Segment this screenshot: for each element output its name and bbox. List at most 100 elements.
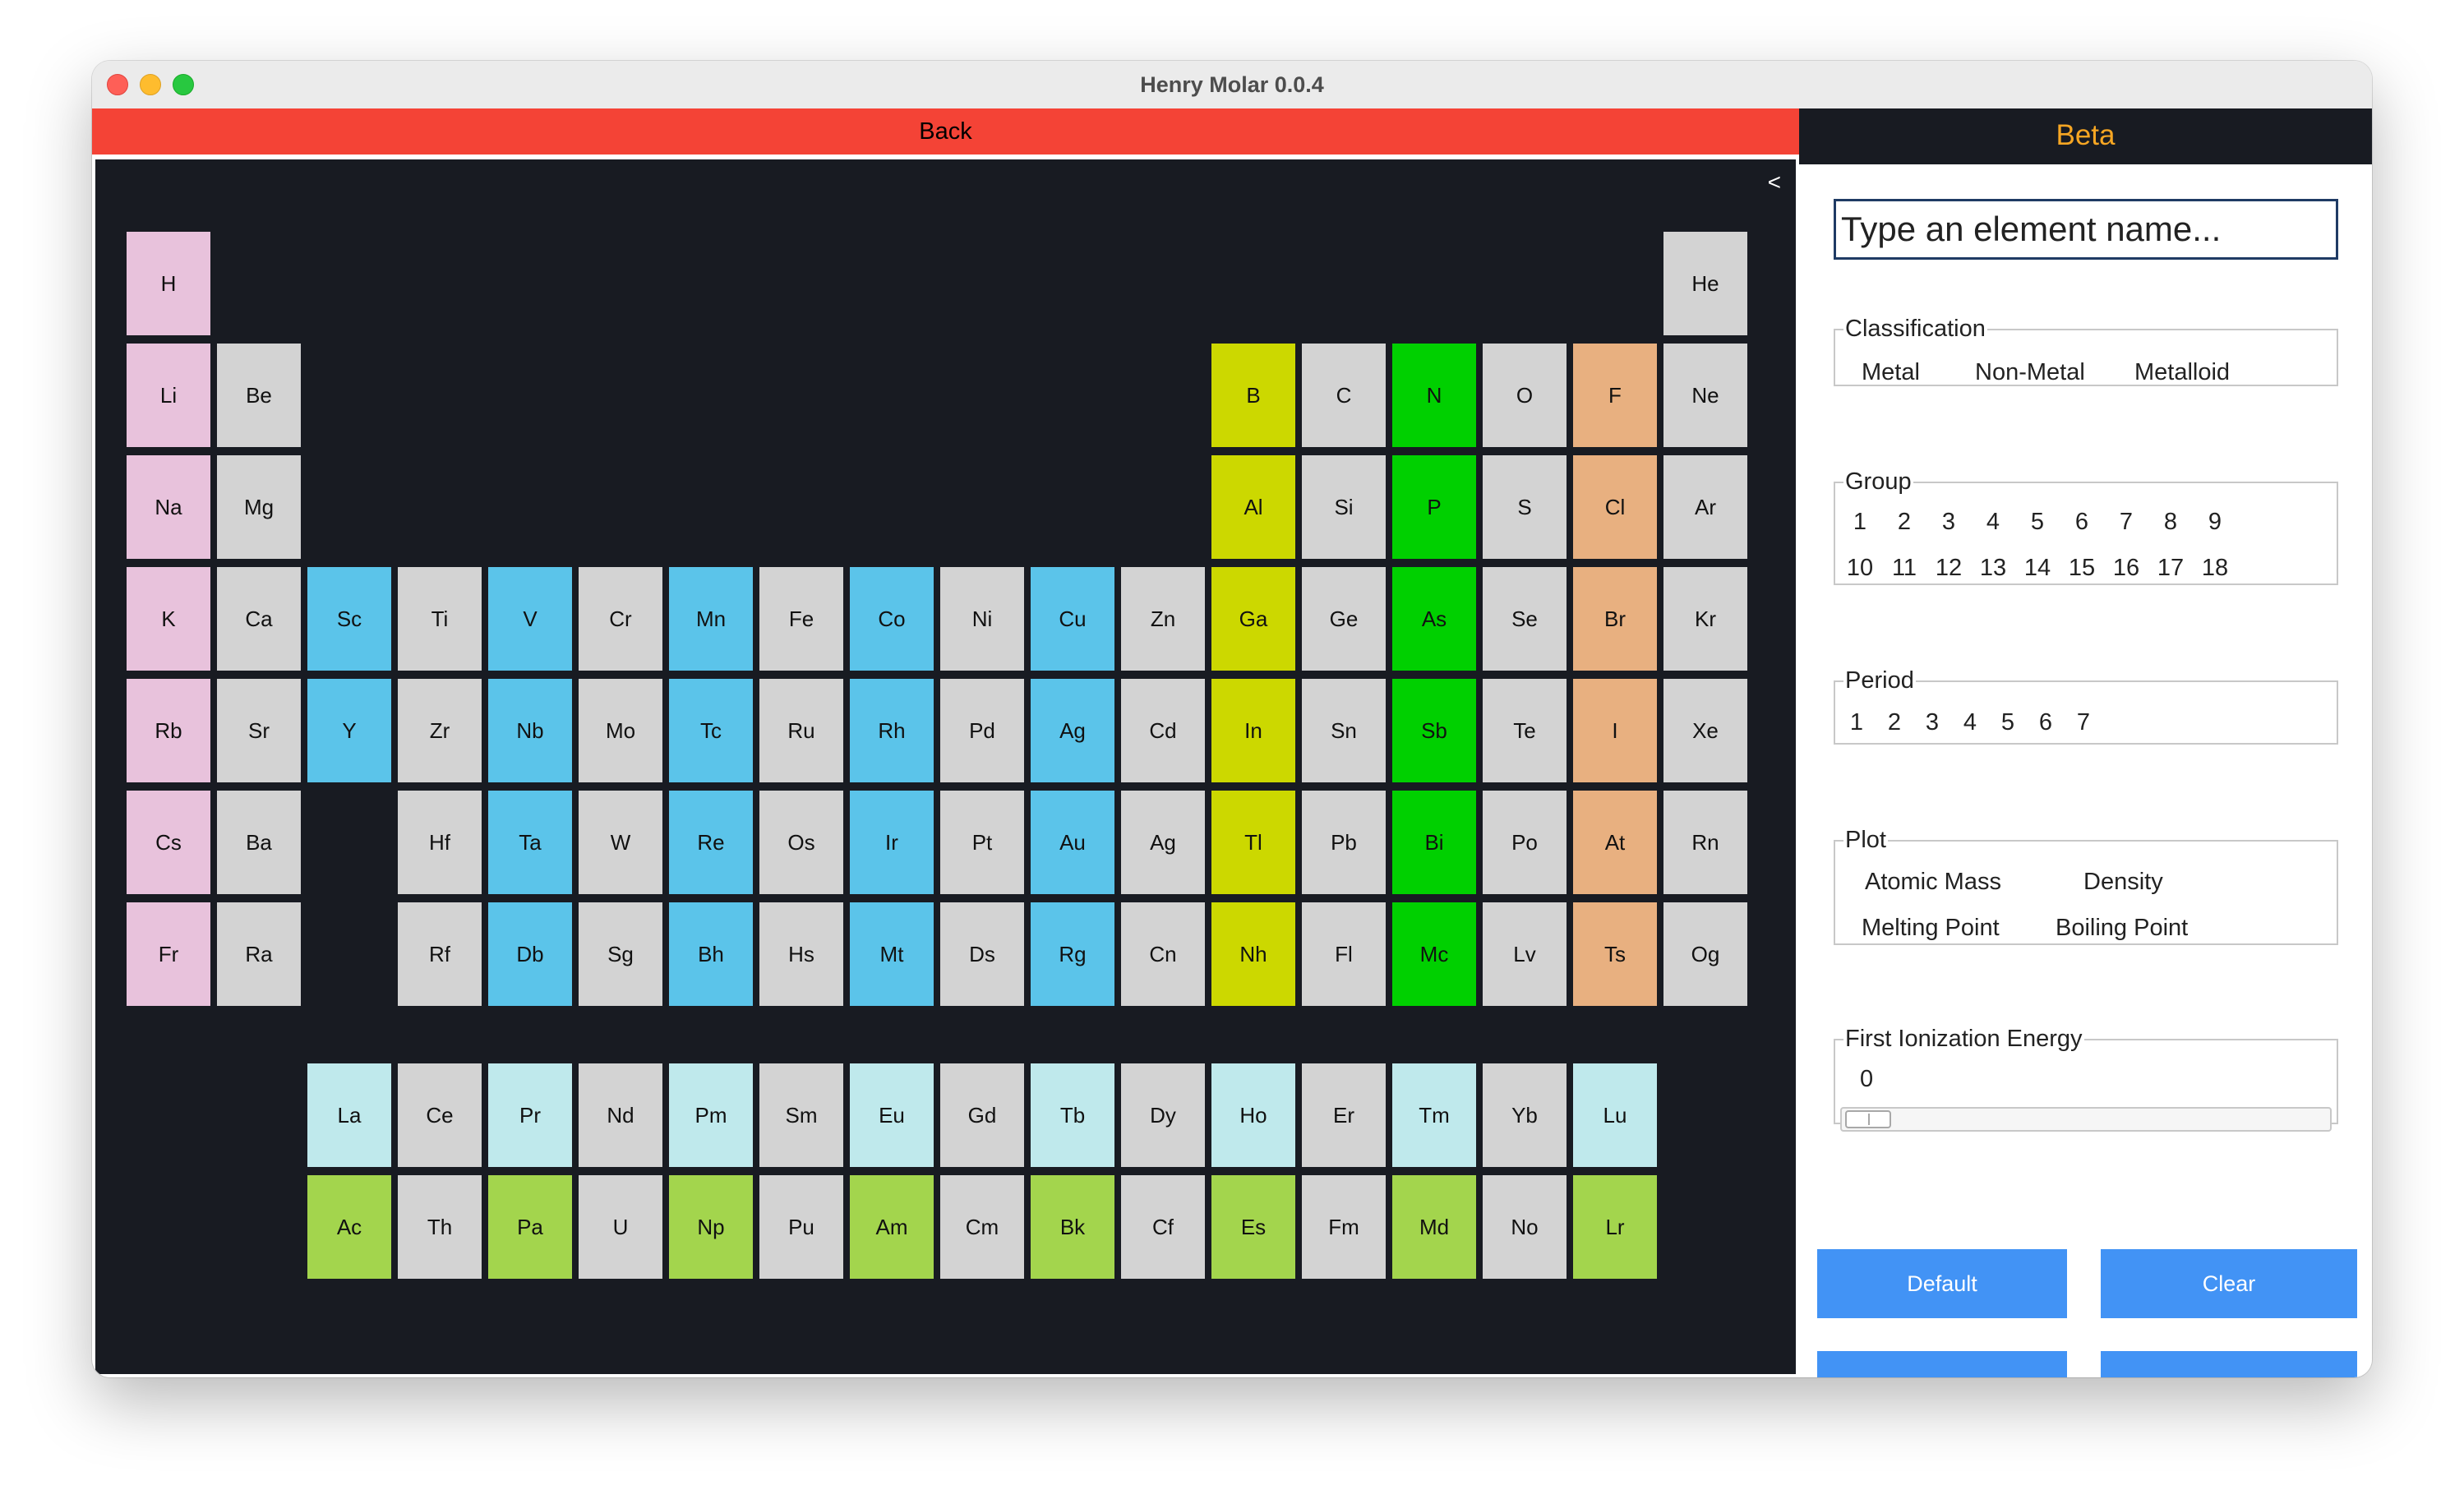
element-tile-pt[interactable]: Pt: [940, 791, 1024, 894]
element-tile-ds[interactable]: Ds: [940, 902, 1024, 1006]
element-tile-gd[interactable]: Gd: [940, 1063, 1024, 1167]
clear-button[interactable]: Clear: [2101, 1249, 2357, 1318]
element-tile-cf[interactable]: Cf: [1121, 1175, 1205, 1279]
element-tile-tm[interactable]: Tm: [1392, 1063, 1476, 1167]
save-button[interactable]: Save: [1817, 1351, 2067, 1377]
collapse-panel-button[interactable]: <: [1767, 169, 1781, 195]
plot-boiling-point-option[interactable]: Boiling Point: [2056, 915, 2189, 941]
element-tile-md[interactable]: Md: [1392, 1175, 1476, 1279]
element-tile-nh[interactable]: Nh: [1211, 902, 1295, 1006]
element-tile-b[interactable]: B: [1211, 344, 1295, 447]
element-tile-ag[interactable]: Ag: [1121, 791, 1205, 894]
element-tile-nd[interactable]: Nd: [579, 1063, 662, 1167]
element-tile-bi[interactable]: Bi: [1392, 791, 1476, 894]
group-10-option[interactable]: 10: [1846, 555, 1874, 581]
element-tile-si[interactable]: Si: [1302, 455, 1386, 559]
element-tile-pr[interactable]: Pr: [488, 1063, 572, 1167]
element-tile-ta[interactable]: Ta: [488, 791, 572, 894]
element-tile-dy[interactable]: Dy: [1121, 1063, 1205, 1167]
element-tile-am[interactable]: Am: [850, 1175, 934, 1279]
element-tile-la[interactable]: La: [307, 1063, 391, 1167]
element-tile-th[interactable]: Th: [398, 1175, 482, 1279]
period-4-option[interactable]: 4: [1963, 709, 1977, 736]
period-5-option[interactable]: 5: [2000, 709, 2015, 736]
plot-atomic-mass-option[interactable]: Atomic Mass: [1865, 869, 2001, 895]
classification-metalloid-option[interactable]: Metalloid: [2134, 359, 2231, 385]
ionization-slider[interactable]: [1840, 1107, 2332, 1132]
element-search-input[interactable]: [1834, 199, 2338, 260]
element-tile-s[interactable]: S: [1483, 455, 1567, 559]
element-tile-cd[interactable]: Cd: [1121, 679, 1205, 782]
element-tile-bh[interactable]: Bh: [669, 902, 753, 1006]
element-tile-fe[interactable]: Fe: [759, 567, 843, 671]
element-tile-in[interactable]: In: [1211, 679, 1295, 782]
element-tile-c[interactable]: C: [1302, 344, 1386, 447]
element-tile-cn[interactable]: Cn: [1121, 902, 1205, 1006]
close-window-button[interactable]: [107, 74, 128, 95]
period-2-option[interactable]: 2: [1887, 709, 1902, 736]
element-tile-ac[interactable]: Ac: [307, 1175, 391, 1279]
element-tile-os[interactable]: Os: [759, 791, 843, 894]
group-6-option[interactable]: 6: [2074, 509, 2089, 535]
group-2-option[interactable]: 2: [1897, 509, 1912, 535]
element-tile-pa[interactable]: Pa: [488, 1175, 572, 1279]
element-tile-te[interactable]: Te: [1483, 679, 1567, 782]
element-tile-lr[interactable]: Lr: [1573, 1175, 1657, 1279]
element-tile-ts[interactable]: Ts: [1573, 902, 1657, 1006]
element-tile-zr[interactable]: Zr: [398, 679, 482, 782]
element-tile-rh[interactable]: Rh: [850, 679, 934, 782]
group-13-option[interactable]: 13: [1979, 555, 2007, 581]
element-tile-se[interactable]: Se: [1483, 567, 1567, 671]
element-tile-ba[interactable]: Ba: [217, 791, 301, 894]
element-tile-yb[interactable]: Yb: [1483, 1063, 1567, 1167]
element-tile-ra[interactable]: Ra: [217, 902, 301, 1006]
element-tile-eu[interactable]: Eu: [850, 1063, 934, 1167]
element-tile-tc[interactable]: Tc: [669, 679, 753, 782]
element-tile-po[interactable]: Po: [1483, 791, 1567, 894]
element-tile-ru[interactable]: Ru: [759, 679, 843, 782]
element-tile-no[interactable]: No: [1483, 1175, 1567, 1279]
element-tile-sr[interactable]: Sr: [217, 679, 301, 782]
element-tile-f[interactable]: F: [1573, 344, 1657, 447]
element-tile-zn[interactable]: Zn: [1121, 567, 1205, 671]
element-tile-cr[interactable]: Cr: [579, 567, 662, 671]
element-tile-ni[interactable]: Ni: [940, 567, 1024, 671]
element-tile-v[interactable]: V: [488, 567, 572, 671]
element-tile-hf[interactable]: Hf: [398, 791, 482, 894]
element-tile-rn[interactable]: Rn: [1663, 791, 1747, 894]
group-4-option[interactable]: 4: [1986, 509, 2000, 535]
group-12-option[interactable]: 12: [1935, 555, 1963, 581]
minimize-window-button[interactable]: [140, 74, 161, 95]
period-3-option[interactable]: 3: [1925, 709, 1940, 736]
element-tile-fm[interactable]: Fm: [1302, 1175, 1386, 1279]
element-tile-he[interactable]: He: [1663, 232, 1747, 335]
element-tile-xe[interactable]: Xe: [1663, 679, 1747, 782]
element-tile-fl[interactable]: Fl: [1302, 902, 1386, 1006]
element-tile-es[interactable]: Es: [1211, 1175, 1295, 1279]
group-17-option[interactable]: 17: [2157, 555, 2185, 581]
group-7-option[interactable]: 7: [2119, 509, 2134, 535]
element-tile-kr[interactable]: Kr: [1663, 567, 1747, 671]
element-tile-li[interactable]: Li: [127, 344, 210, 447]
element-tile-re[interactable]: Re: [669, 791, 753, 894]
element-tile-cu[interactable]: Cu: [1031, 567, 1114, 671]
element-tile-ar[interactable]: Ar: [1663, 455, 1747, 559]
group-14-option[interactable]: 14: [2023, 555, 2051, 581]
element-tile-cs[interactable]: Cs: [127, 791, 210, 894]
element-tile-er[interactable]: Er: [1302, 1063, 1386, 1167]
element-tile-rf[interactable]: Rf: [398, 902, 482, 1006]
default-button[interactable]: Default: [1817, 1249, 2067, 1318]
element-tile-mn[interactable]: Mn: [669, 567, 753, 671]
element-tile-y[interactable]: Y: [307, 679, 391, 782]
element-tile-mg[interactable]: Mg: [217, 455, 301, 559]
element-tile-u[interactable]: U: [579, 1175, 662, 1279]
element-tile-ce[interactable]: Ce: [398, 1063, 482, 1167]
group-8-option[interactable]: 8: [2163, 509, 2178, 535]
element-tile-sg[interactable]: Sg: [579, 902, 662, 1006]
element-tile-br[interactable]: Br: [1573, 567, 1657, 671]
back-button[interactable]: Back: [92, 108, 1799, 155]
element-tile-w[interactable]: W: [579, 791, 662, 894]
element-tile-o[interactable]: O: [1483, 344, 1567, 447]
maximize-window-button[interactable]: [173, 74, 194, 95]
element-tile-co[interactable]: Co: [850, 567, 934, 671]
